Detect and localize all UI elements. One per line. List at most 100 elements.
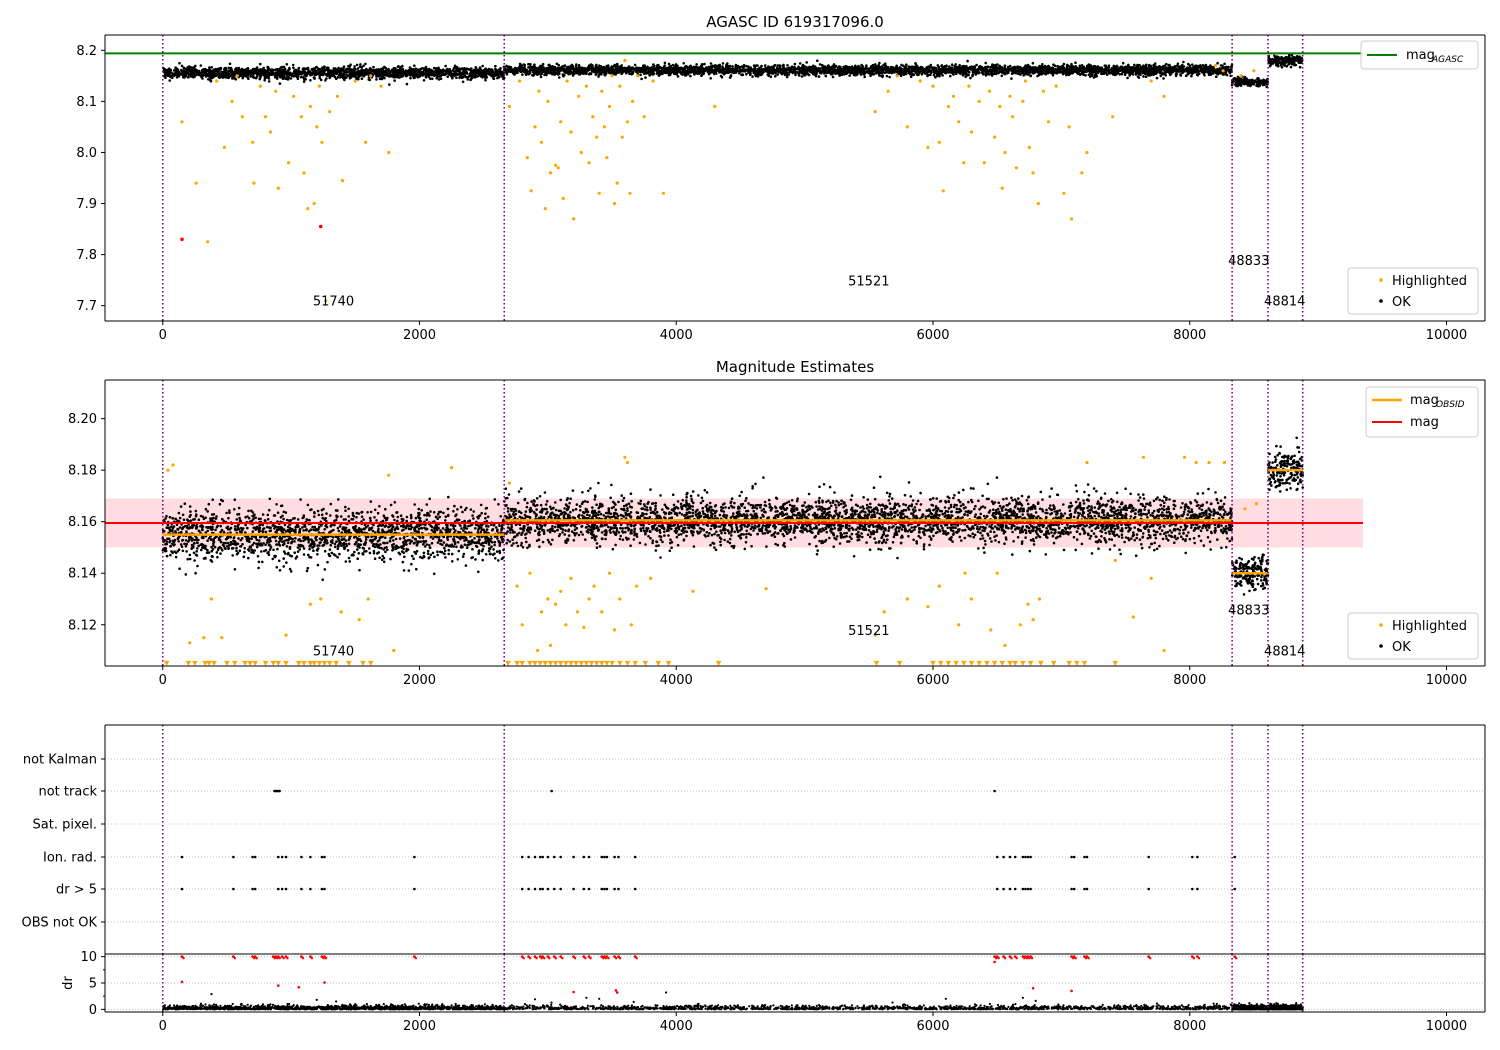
ok-point [286,72,290,76]
ok-point [684,65,688,68]
ok-point [490,74,493,78]
ok-point [990,74,994,77]
ok-point [934,75,937,79]
ok-point [230,68,233,71]
ok-point [375,78,378,81]
ok-point [350,76,353,79]
ok-point [200,73,204,77]
ok-point [190,68,194,72]
ok-point [865,64,868,67]
ok-point [227,76,230,80]
ok-point [172,69,176,72]
ok-point [1195,73,1199,77]
ok-point [877,71,880,75]
ok-point [349,68,353,71]
ok-point [1131,73,1135,76]
ok-point [312,71,316,75]
ok-point [235,68,238,72]
ok-point [233,70,236,74]
ok-point [405,82,409,86]
ok-point [278,68,281,72]
ok-point [309,79,312,82]
ok-point [631,70,635,74]
ok-point [453,72,457,75]
ok-point [543,73,546,77]
ok-point [220,73,224,77]
ok-point [563,64,567,67]
ok-point [1137,76,1141,79]
ok-point [234,78,238,81]
ok-point [344,76,347,79]
ok-point [353,67,356,70]
ok-point [528,71,532,75]
ok-point [1143,65,1147,68]
ok-point [824,74,828,78]
agasc-magnitude-panel: AGASC ID 619317096.051740515214883348814… [76,13,1486,343]
ok-point [1027,71,1030,74]
ok-point [450,74,454,77]
ok-point [649,72,653,75]
ok-point [794,73,797,77]
ok-point [905,63,908,66]
ok-point [501,70,504,74]
ok-point [400,75,403,78]
ok-point [264,73,268,77]
ok-point [867,67,870,70]
ok-point [1184,74,1188,78]
ok-point [1163,64,1166,68]
ok-point [306,67,310,70]
ok-point [984,61,987,65]
ok-point [833,71,837,75]
ok-point [991,63,994,67]
ok-point [364,62,367,66]
ok-point [180,72,183,75]
ok-point [369,67,372,70]
ok-point [465,67,469,70]
ok-point [905,67,909,71]
ok-point [208,66,211,69]
ok-point [192,68,196,71]
ok-point [1082,66,1085,69]
ok-point [1060,65,1063,68]
ok-point [183,69,187,73]
ok-point [1031,61,1035,65]
ok-point [210,70,214,73]
ok-point [220,70,223,74]
ok-point [1142,69,1145,73]
ok-point [848,74,851,77]
ok-point [190,66,193,69]
ok-point [343,70,347,74]
ok-point [494,67,497,71]
ok-point [301,67,305,71]
ok-point [348,65,352,68]
ok-point [399,70,402,74]
ok-point [773,63,777,67]
ok-point [1123,73,1127,76]
ok-point [1155,76,1159,80]
ok-point [289,77,293,80]
ok-point [947,65,951,68]
ok-point [502,76,506,80]
ok-point [345,68,348,72]
ok-point [196,70,199,74]
ok-point [251,76,255,79]
ok-point [640,77,643,81]
ok-point [1096,71,1100,75]
ok-point [1170,67,1173,71]
ok-point [800,75,804,78]
ok-point [421,71,425,75]
ok-point [996,63,999,66]
ok-point [314,69,318,73]
ok-point [929,70,933,73]
ok-point [465,71,468,75]
ok-point [213,69,217,73]
ok-point [971,73,974,76]
ok-point [954,63,958,66]
ok-point [462,72,466,76]
ok-point [709,77,712,80]
ok-point [200,69,204,72]
ok-point [909,75,913,79]
ok-point [1078,73,1082,77]
ok-point [1203,74,1206,77]
ok-point [178,61,181,65]
